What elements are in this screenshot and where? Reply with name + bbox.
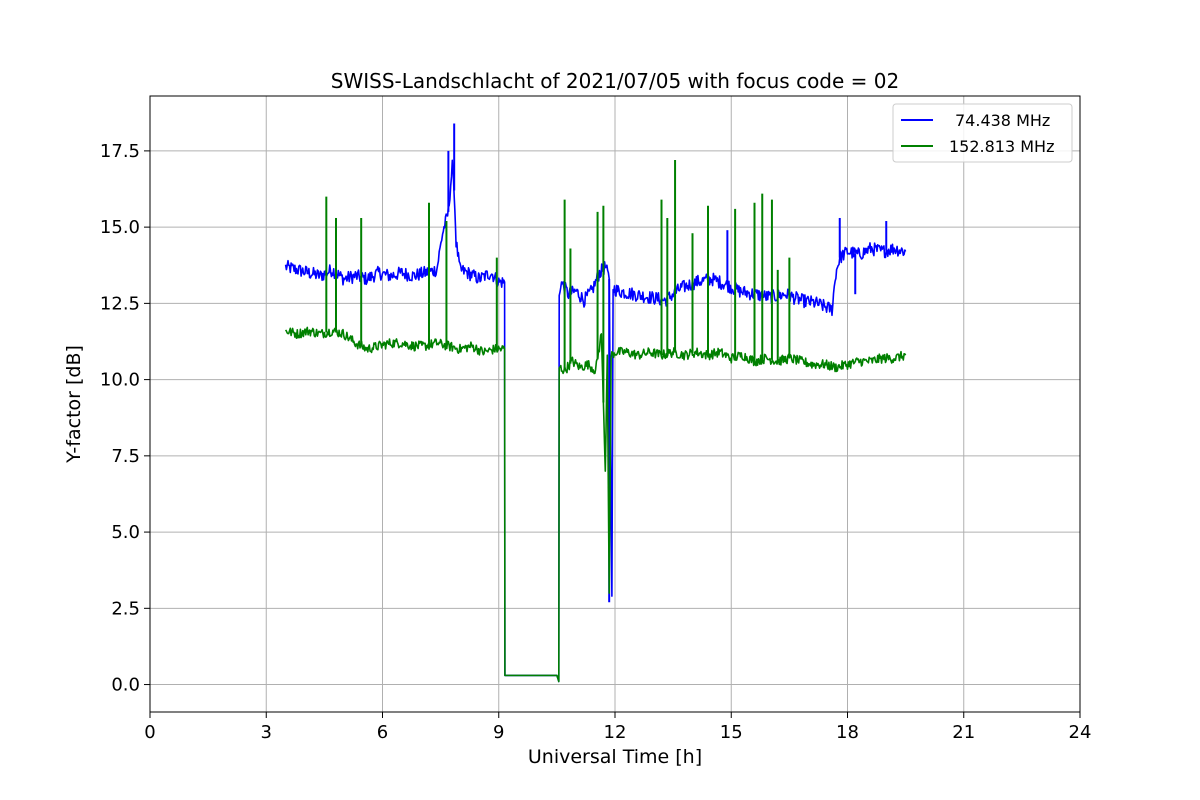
- legend-box: [892, 103, 1073, 163]
- x-axis-title: Universal Time [h]: [528, 746, 702, 768]
- chart-title: SWISS-Landschlacht of 2021/07/05 with fo…: [331, 69, 899, 93]
- x-tick-label: 6: [377, 722, 388, 743]
- y-axis: 0.0 2.5 5.0 7.5 10.0 12.5 15.0 17.5: [100, 141, 150, 696]
- legend-label: 152.813 MHz: [949, 137, 1054, 156]
- x-tick-label: 24: [1069, 722, 1092, 743]
- legend: 74.438 MHz 152.813 MHz: [892, 103, 1073, 163]
- y-tick-label: 10.0: [100, 370, 140, 391]
- plot-series: [284, 123, 907, 683]
- x-tick-label: 3: [261, 722, 272, 743]
- x-tick-label: 15: [720, 722, 743, 743]
- series-line-0: [284, 159, 907, 683]
- y-tick-label: 12.5: [100, 293, 140, 314]
- series-line-1: [284, 326, 907, 683]
- y-tick-label: 7.5: [111, 446, 140, 467]
- x-axis: 0 3 6 9 12 15 18 21 24: [144, 712, 1091, 743]
- x-tick-label: 21: [952, 722, 975, 743]
- y-tick-label: 0.0: [111, 675, 140, 696]
- y-tick-label: 5.0: [111, 522, 140, 543]
- y-tick-label: 2.5: [111, 598, 140, 619]
- x-tick-label: 12: [604, 722, 627, 743]
- legend-label: 74.438 MHz: [955, 111, 1050, 130]
- y-tick-label: 15.0: [100, 217, 140, 238]
- y-axis-title: Y-factor [dB]: [63, 345, 85, 464]
- x-tick-label: 18: [836, 722, 859, 743]
- x-tick-label: 9: [493, 722, 504, 743]
- y-tick-label: 17.5: [100, 141, 140, 162]
- x-tick-label: 0: [144, 722, 155, 743]
